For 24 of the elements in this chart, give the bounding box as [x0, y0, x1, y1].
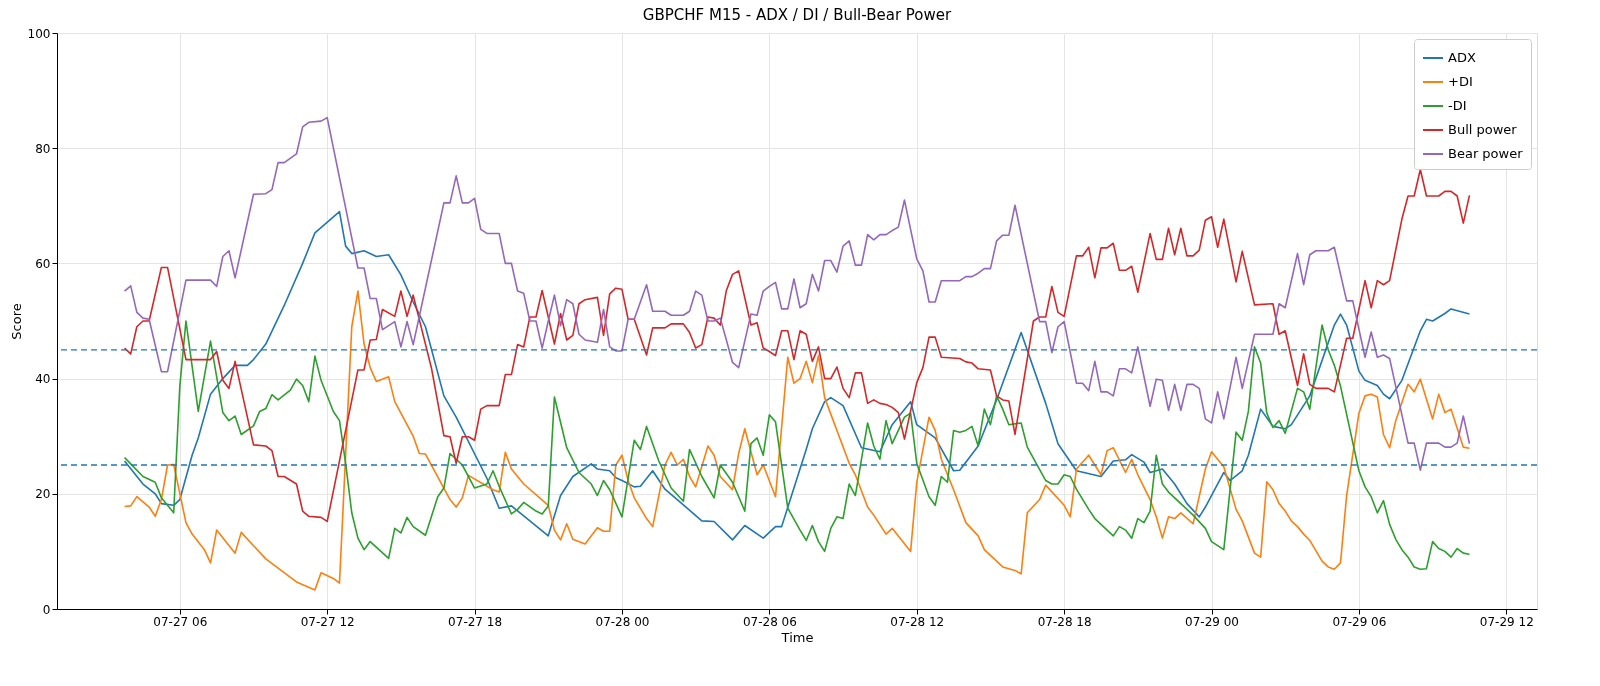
legend-label: -DI — [1448, 98, 1467, 113]
y-tick-label: 80 — [35, 141, 51, 156]
x-tick-label: 07-28 00 — [595, 614, 650, 629]
x-tick-label: 07-27 18 — [448, 614, 503, 629]
x-tick-label: 07-28 18 — [1037, 614, 1092, 629]
legend-label: ADX — [1448, 50, 1476, 65]
legend-label: Bear power — [1448, 146, 1524, 161]
x-axis-title: Time — [780, 629, 814, 645]
legend-label: +DI — [1448, 74, 1473, 89]
y-tick-label: 20 — [35, 487, 51, 502]
chart-title: GBPCHF M15 - ADX / DI / Bull-Bear Power — [642, 6, 952, 24]
y-tick-label: 0 — [42, 602, 51, 617]
y-axis-title: Score — [8, 303, 24, 340]
y-tick-label: 40 — [35, 372, 51, 387]
x-tick-label: 07-29 00 — [1185, 614, 1239, 629]
y-tick-label: 60 — [35, 256, 51, 271]
x-tick-label: 07-28 06 — [742, 614, 797, 629]
x-tick-label: 07-27 06 — [153, 614, 208, 629]
x-tick-label: 07-29 06 — [1332, 614, 1387, 629]
x-tick-label: 07-27 12 — [300, 614, 355, 629]
x-tick-label: 07-29 12 — [1479, 614, 1534, 629]
y-tick-label: 100 — [27, 26, 51, 41]
legend-label: Bull power — [1448, 122, 1518, 137]
x-tick-label: 07-28 12 — [890, 614, 945, 629]
